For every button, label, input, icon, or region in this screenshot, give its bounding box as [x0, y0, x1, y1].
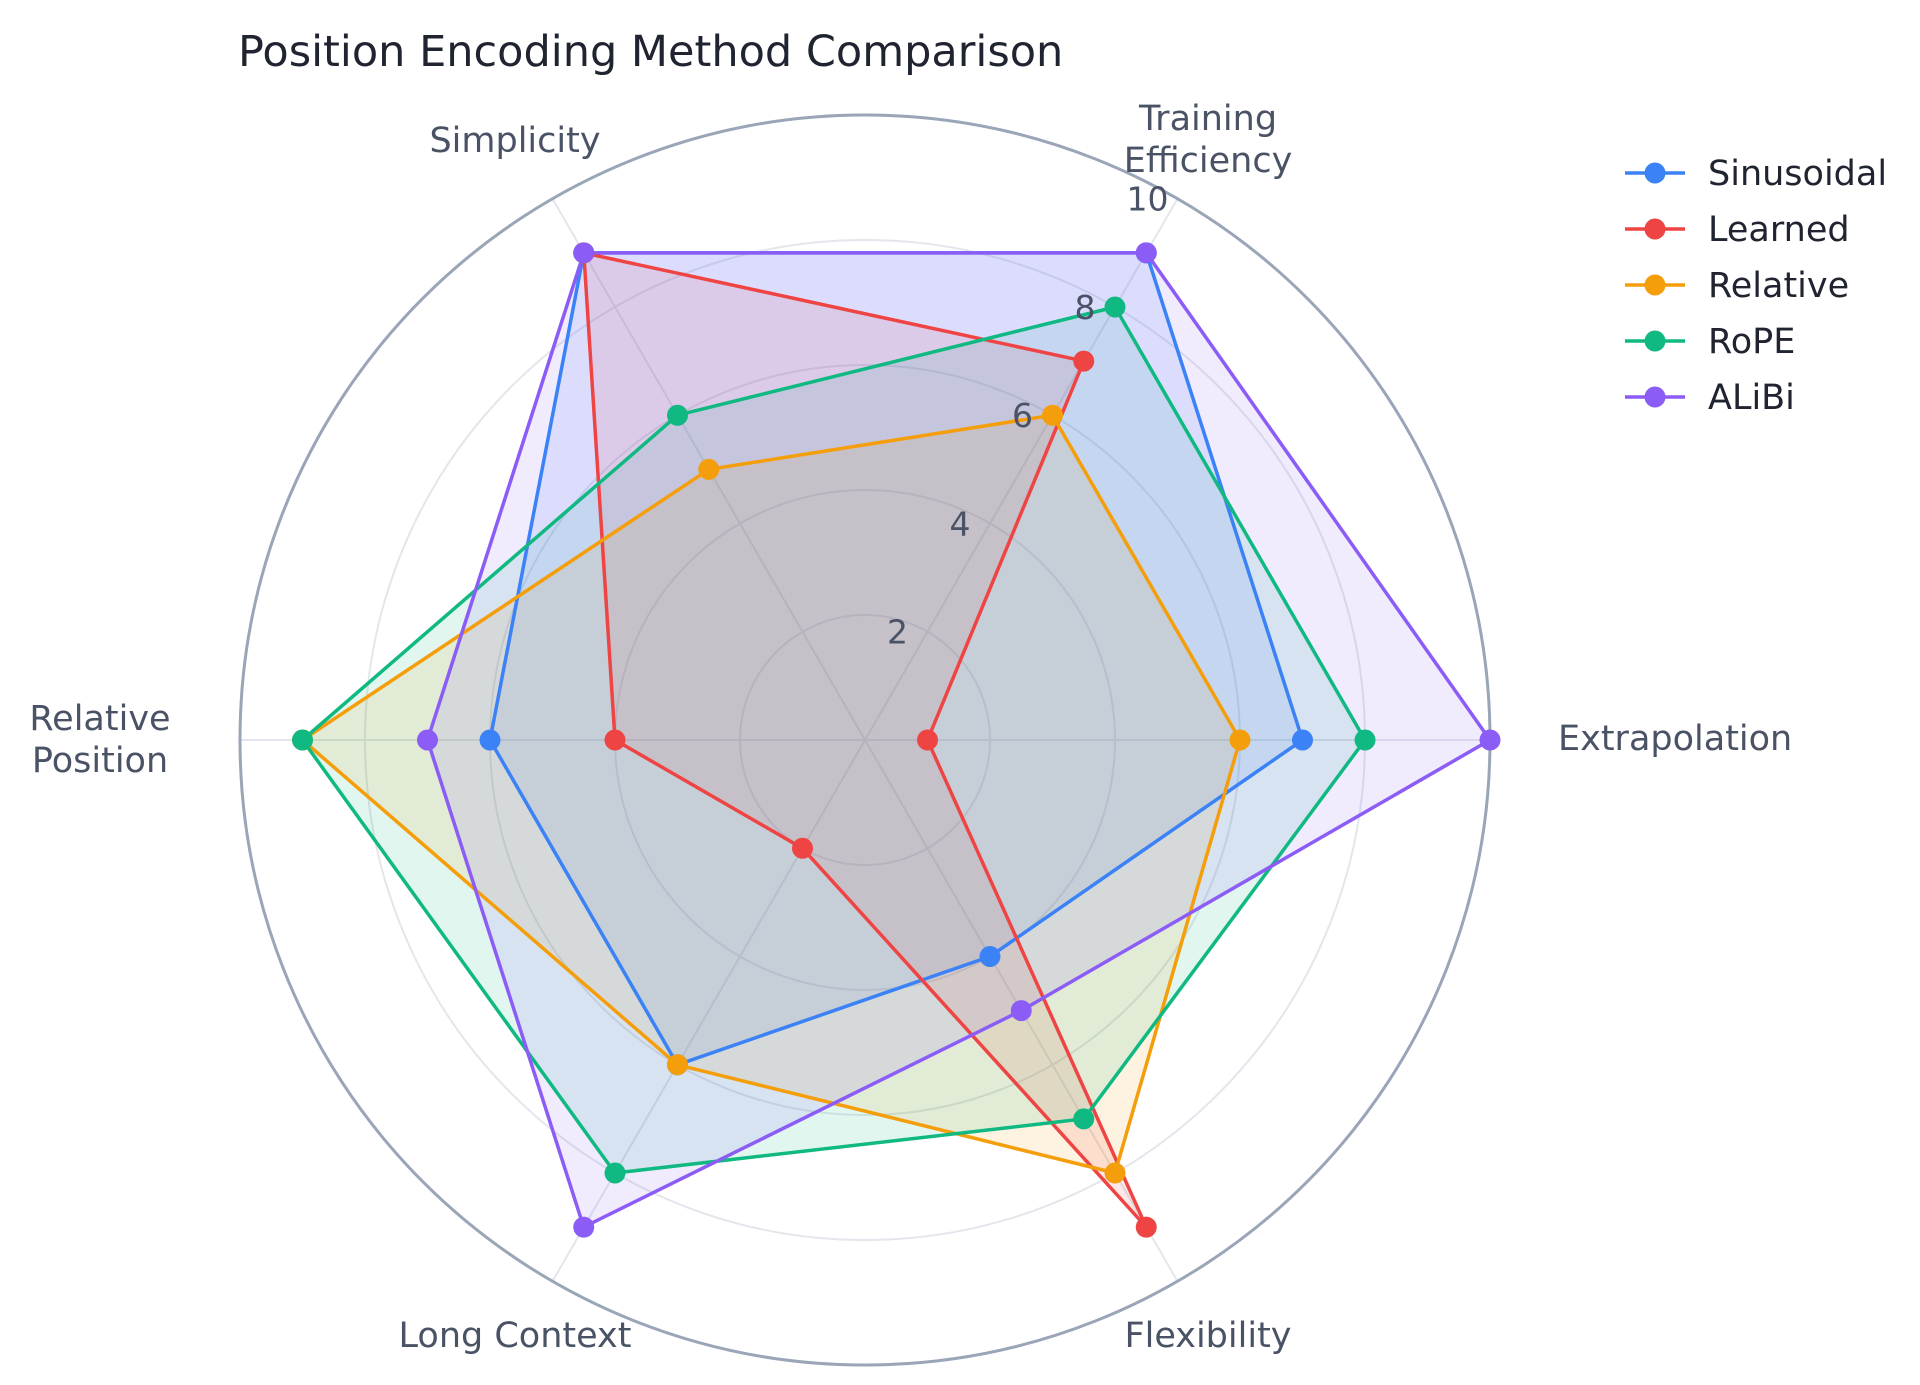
point-learned-relative-position: [604, 729, 626, 751]
series-rope: [292, 296, 1376, 1184]
point-rope-flexibility: [1073, 1108, 1095, 1130]
point-relative-flexibility: [1104, 1162, 1126, 1184]
tick-label-10: 10: [1127, 180, 1169, 219]
axis-label-training-efficiency: Training Efficiency: [1124, 99, 1293, 181]
series-fill-sinusoidal: [490, 252, 1303, 1065]
point-learned-long-context: [792, 837, 813, 859]
point-alibi-training-efficiency: [1135, 242, 1157, 264]
tick-label-2: 2: [887, 613, 908, 652]
legend-marker-rope: [1644, 330, 1666, 352]
point-learned-extrapolation: [917, 729, 938, 751]
legend-item-alibi: ALiBi: [1625, 378, 1795, 418]
axis-label-line: Position: [32, 741, 168, 781]
point-rope-relative-position: [292, 729, 313, 751]
legend-label-rope: RoPE: [1708, 322, 1795, 362]
axis-label-relative-position: Relative Position: [29, 699, 170, 781]
axis-label-line: Efficiency: [1124, 141, 1293, 181]
series-fill-learned: [583, 252, 1147, 1228]
spoke-training-efficiency: [864, 198, 1179, 741]
point-learned-training-efficiency: [1073, 350, 1095, 372]
point-alibi-flexibility: [1010, 1000, 1032, 1022]
point-alibi-relative-position: [417, 729, 438, 751]
point-sinusoidal-flexibility: [979, 946, 1001, 968]
axis-label-flexibility: Flexibility: [1124, 1316, 1291, 1356]
point-relative-extrapolation: [1229, 729, 1251, 751]
legend-item-rope: RoPE: [1625, 322, 1795, 362]
tick-label-8: 8: [1075, 288, 1096, 327]
legend-item-sinusoidal: Sinusoidal: [1625, 154, 1887, 194]
legend-marker-learned: [1644, 218, 1666, 240]
point-relative-long-context: [667, 1054, 688, 1076]
axis-label-long-context: Long Context: [399, 1316, 632, 1356]
axis-labels: Extrapolation Training Efficiency Simplicit…: [29, 99, 1792, 1356]
point-rope-training-efficiency: [1104, 296, 1126, 318]
point-alibi-extrapolation: [1479, 729, 1501, 751]
series-lines: [292, 242, 1501, 1238]
axis-label-line: Simplicity: [429, 121, 600, 161]
point-rope-simplicity: [667, 404, 688, 426]
axis-label-simplicity: Simplicity: [429, 121, 600, 161]
legend-marker-alibi: [1644, 386, 1666, 408]
spoke-long-context: [551, 739, 866, 1282]
legend-item-learned: Learned: [1625, 210, 1850, 250]
point-alibi-long-context: [573, 1216, 595, 1238]
legend-label-sinusoidal: Sinusoidal: [1708, 154, 1887, 194]
point-rope-extrapolation: [1354, 729, 1376, 751]
legend-marker-relative: [1644, 274, 1666, 296]
point-learned-flexibility: [1135, 1216, 1157, 1238]
radial-tick-labels: 2 4 6 8 10: [887, 180, 1169, 652]
point-sinusoidal-extrapolation: [1292, 729, 1313, 751]
legend-label-alibi: ALiBi: [1708, 378, 1795, 418]
point-alibi-simplicity: [573, 242, 595, 264]
axis-label-line: Relative: [29, 699, 170, 739]
series-fill-relative: [302, 415, 1240, 1173]
axis-label-line: Training: [1138, 99, 1277, 139]
tick-label-6: 6: [1012, 396, 1033, 435]
tick-label-4: 4: [950, 504, 971, 543]
axis-label-extrapolation: Extrapolation: [1558, 719, 1792, 759]
legend-marker-sinusoidal: [1644, 162, 1666, 184]
axis-label-line: Flexibility: [1124, 1316, 1291, 1356]
axis-label-line: Long Context: [399, 1316, 632, 1356]
series-alibi: [417, 242, 1501, 1238]
point-sinusoidal-relative-position: [479, 729, 501, 751]
point-relative-training-efficiency: [1042, 404, 1063, 426]
legend-item-relative: Relative: [1625, 266, 1849, 306]
legend-label-learned: Learned: [1708, 210, 1850, 250]
series-fills: [302, 252, 1490, 1228]
legend-label-relative: Relative: [1708, 266, 1849, 306]
series-fill-rope: [302, 307, 1365, 1173]
legend: Sinusoidal Learned Relative RoPE ALiBi: [1625, 154, 1887, 418]
axis-label-line: Extrapolation: [1558, 719, 1792, 759]
chart-title: Position Encoding Method Comparison: [238, 27, 1063, 77]
point-relative-simplicity: [698, 458, 720, 480]
point-rope-long-context: [604, 1162, 626, 1184]
